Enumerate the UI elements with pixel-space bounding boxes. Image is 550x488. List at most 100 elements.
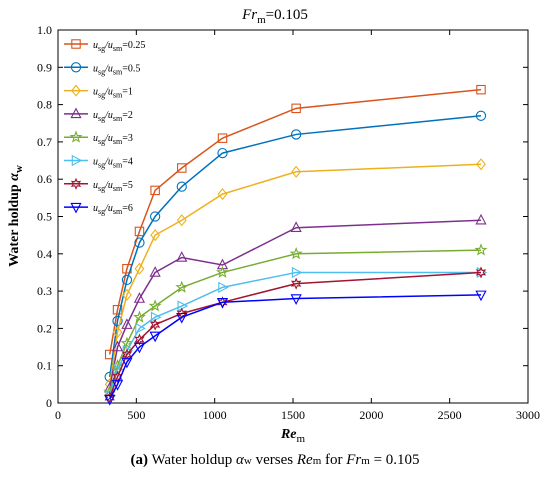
legend-entry: usg/usm=6 <box>64 202 133 216</box>
legend-label: usg/usm=1 <box>93 87 133 100</box>
data-point <box>149 331 161 343</box>
data-point <box>290 221 302 232</box>
legend-marker <box>70 107 82 119</box>
data-point <box>111 380 124 391</box>
data-point <box>122 288 132 301</box>
data-point <box>121 318 133 329</box>
x-tick-label: 2000 <box>359 408 383 422</box>
data-point <box>176 251 188 262</box>
data-point <box>475 290 487 302</box>
legend-entry: usg/usm=4 <box>64 154 133 170</box>
y-tick-label: 0.3 <box>37 284 52 298</box>
x-tick-label: 1500 <box>281 408 305 422</box>
legend-entry: usg/usm=0.5 <box>64 62 140 76</box>
y-tick-label: 0.4 <box>37 247 52 261</box>
series-line <box>108 219 482 389</box>
chart-title: Frm=0.105 <box>241 7 308 26</box>
data-point <box>149 318 161 331</box>
series-line <box>108 163 482 385</box>
legend-label: usg/usm=4 <box>93 157 133 170</box>
x-axis-title: Rem <box>280 427 306 445</box>
data-point <box>475 266 487 279</box>
data-point <box>150 185 160 196</box>
figure-caption: (a) Water holdup αw verses Rem for Frm =… <box>0 452 550 469</box>
data-point <box>290 294 302 305</box>
series-line <box>108 88 482 355</box>
legend-marker <box>70 177 82 190</box>
data-point <box>176 307 188 320</box>
data-point <box>111 340 124 352</box>
data-point <box>133 342 146 354</box>
series-7 <box>104 266 487 404</box>
y-axis-title: Water holdup αw <box>7 165 25 267</box>
legend-marker <box>71 39 81 49</box>
legend-marker <box>70 62 82 73</box>
data-point <box>475 110 487 121</box>
legend-entry: usg/usm=0.25 <box>64 39 145 53</box>
x-tick-label: 1000 <box>203 408 227 422</box>
data-point <box>216 298 229 309</box>
series-8 <box>104 290 487 406</box>
data-point <box>133 292 146 303</box>
data-point <box>113 363 124 376</box>
axes: 0 500 1000 1500 2000 2500 3000 0 0.1 0.2 0.3 0.4 0.5… <box>37 23 540 422</box>
data-point <box>217 133 228 143</box>
y-tick-label: 1.0 <box>37 23 52 37</box>
data-point <box>134 237 145 248</box>
y-tick-label: 0.7 <box>37 135 52 149</box>
data-point <box>121 274 133 286</box>
series-5 <box>103 243 488 398</box>
data-point <box>291 266 303 279</box>
series-line <box>108 249 482 393</box>
legend-entry: usg/usm=1 <box>64 84 133 100</box>
legend-entry: usg/usm=2 <box>64 107 133 123</box>
data-point <box>176 181 187 192</box>
y-tick-label: 0.1 <box>37 359 52 373</box>
data-point <box>133 310 146 323</box>
series-line <box>108 271 481 396</box>
legend-label: usg/usm=3 <box>93 133 133 146</box>
data-point <box>475 213 487 225</box>
x-tick-label: 3000 <box>516 408 540 422</box>
series-3 <box>104 158 486 391</box>
data-point <box>218 281 229 293</box>
data-point <box>177 300 189 312</box>
data-point <box>176 312 188 324</box>
data-point <box>176 214 187 227</box>
caption-text: Water holdup αw verses Rem for Frm = 0.1… <box>151 452 420 468</box>
legend-label: usg/usm=6 <box>93 203 133 216</box>
legend-marker <box>71 84 81 97</box>
data-point <box>217 188 228 201</box>
series-line <box>108 115 482 377</box>
data-point <box>150 311 162 323</box>
x-tick-label: 0 <box>55 408 61 422</box>
data-point <box>291 165 302 178</box>
data-point <box>149 211 161 222</box>
data-point <box>148 299 162 312</box>
series-4 <box>104 213 487 393</box>
data-point <box>112 326 123 339</box>
data-point <box>474 243 488 256</box>
data-point <box>112 315 123 327</box>
legend-entry: usg/usm=5 <box>64 177 133 193</box>
legend-marker <box>70 202 82 214</box>
y-tick-label: 0.8 <box>37 98 52 112</box>
x-tick-label: 2500 <box>438 408 462 422</box>
caption-label: (a) <box>130 452 148 468</box>
y-tick-label: 0.2 <box>37 321 52 335</box>
data-point <box>291 103 301 114</box>
data-point <box>476 84 486 95</box>
data-point <box>476 158 486 171</box>
series-1 <box>104 84 486 360</box>
data-point <box>217 147 228 159</box>
y-tick-label: 0.6 <box>37 172 52 186</box>
data-point <box>121 357 133 369</box>
series-2 <box>104 110 487 383</box>
data-point <box>150 229 161 242</box>
legend-entry: usg/usm=3 <box>64 130 133 146</box>
data-point <box>121 348 133 361</box>
data-point <box>134 226 145 237</box>
x-tick-label: 500 <box>127 408 145 422</box>
data-point <box>216 265 229 278</box>
